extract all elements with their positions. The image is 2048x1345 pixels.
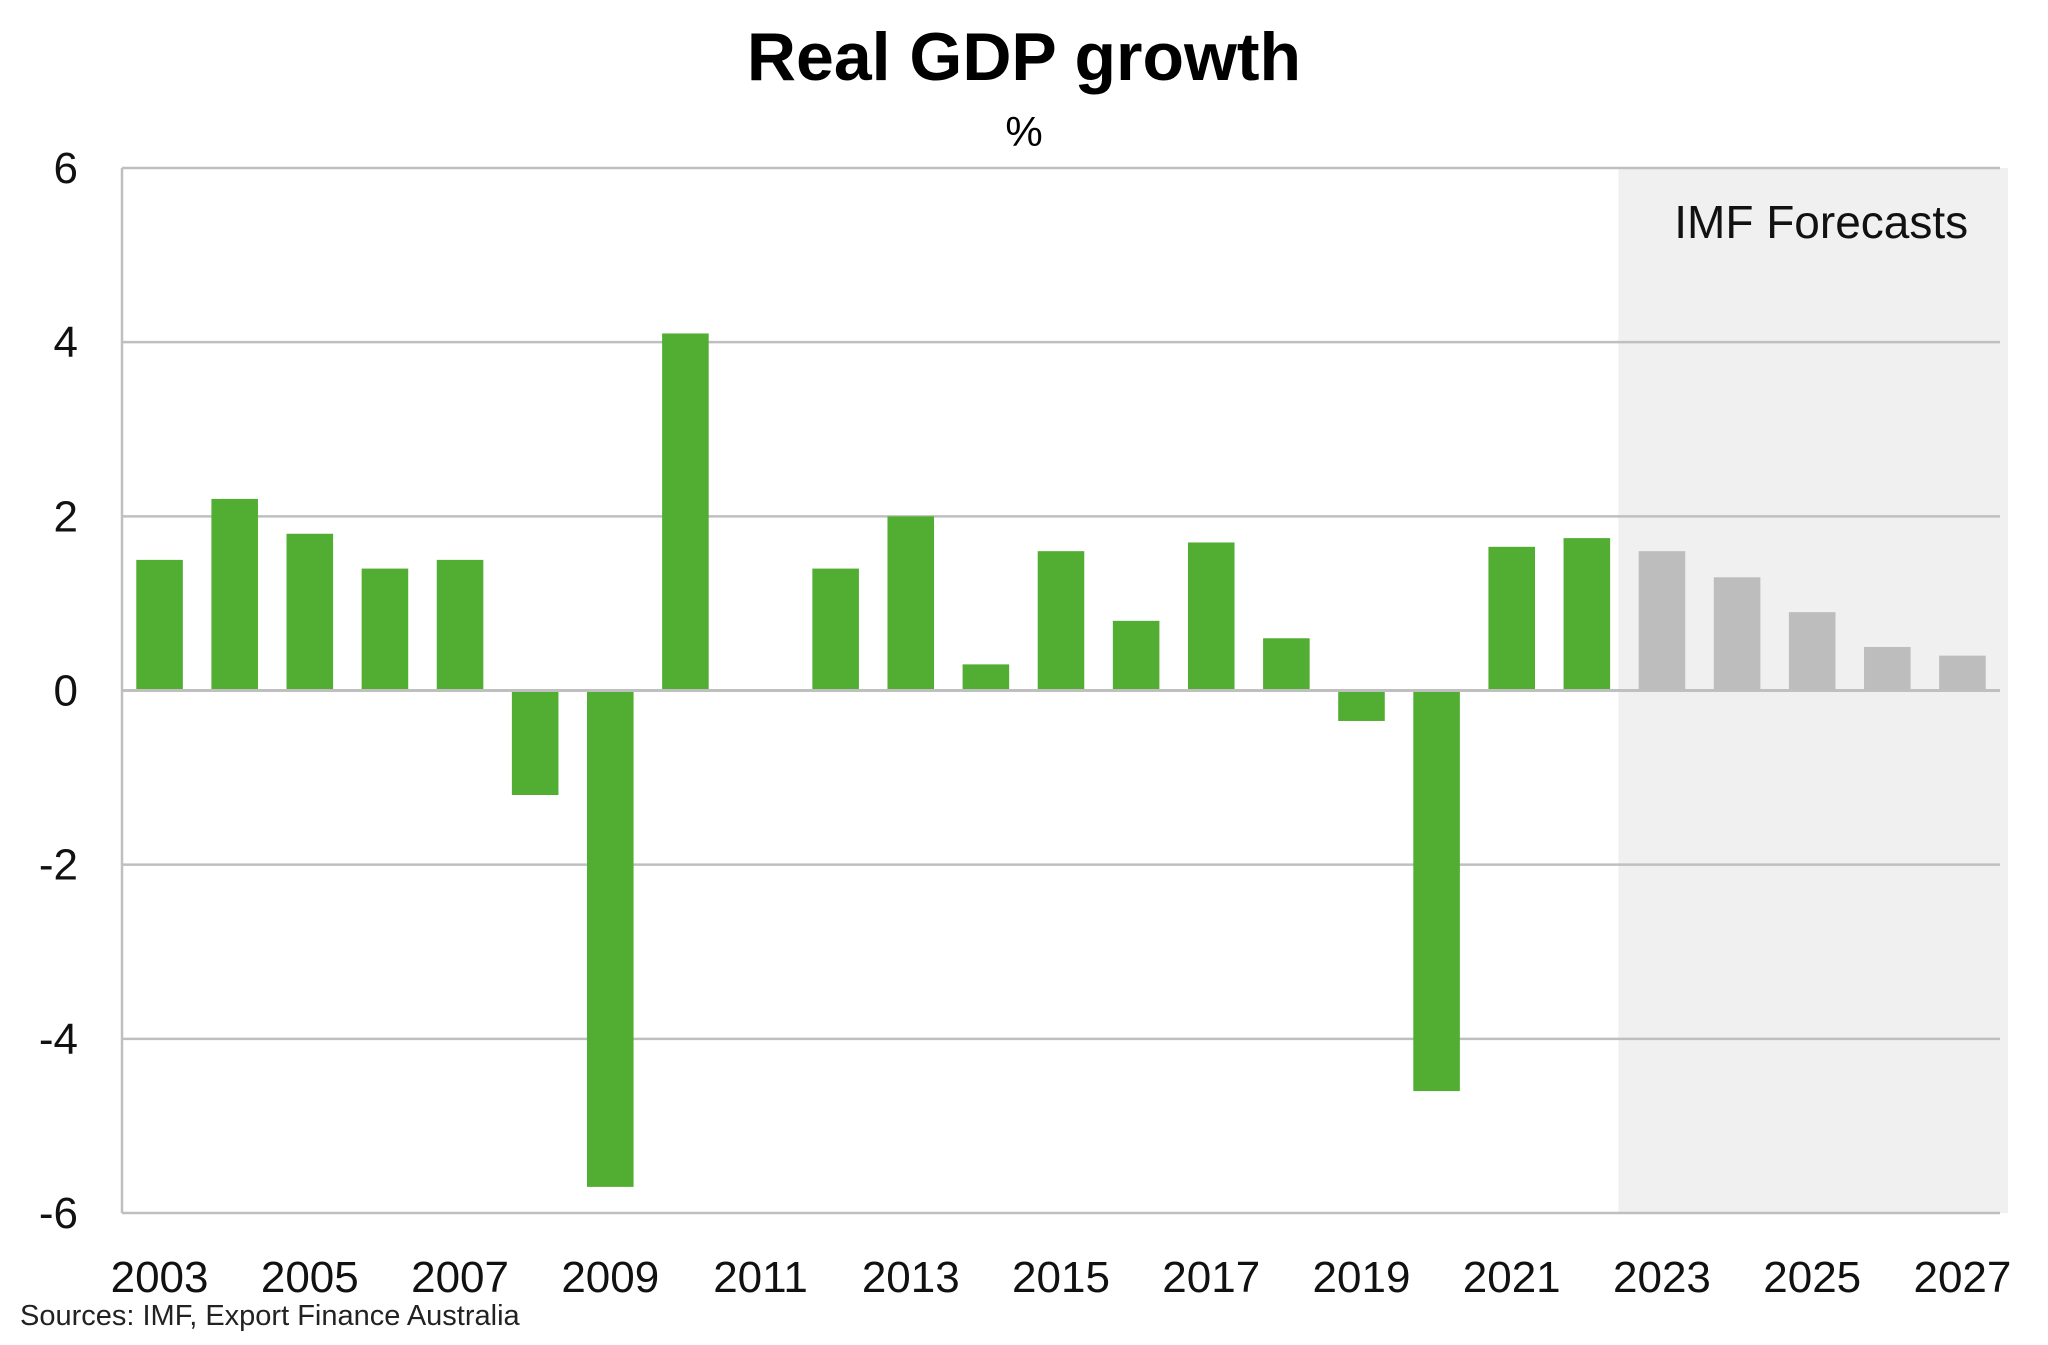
y-tick-label: 4 xyxy=(54,318,78,367)
bar-2022 xyxy=(1563,538,1611,691)
y-tick-label: 6 xyxy=(54,144,78,193)
bar-2015 xyxy=(1037,551,1085,691)
x-tick-label: 2017 xyxy=(1162,1253,1260,1302)
bar-2016 xyxy=(1112,620,1160,691)
x-tick-label: 2023 xyxy=(1613,1253,1711,1302)
forecast-label: IMF Forecasts xyxy=(1674,196,1968,248)
y-tick-label: -6 xyxy=(39,1189,78,1238)
x-axis-ticks: 2003 2005 2007 2009 2011 2013 2015 2017 2019 2021… xyxy=(111,1253,2012,1302)
bar-2003 xyxy=(136,559,183,691)
x-tick-label: 2005 xyxy=(261,1253,359,1302)
bar-2007 xyxy=(436,559,484,691)
bar-2026 xyxy=(1864,646,1911,691)
bar-2020 xyxy=(1413,690,1460,1092)
x-tick-label: 2007 xyxy=(411,1253,509,1302)
bar-2023 xyxy=(1638,551,1686,691)
bar-2012 xyxy=(812,568,859,691)
y-tick-label: -2 xyxy=(39,841,78,890)
bar-2010 xyxy=(662,333,709,691)
x-tick-label: 2011 xyxy=(713,1253,808,1302)
bar-2021 xyxy=(1488,546,1536,691)
bar-2025 xyxy=(1788,612,1836,691)
x-tick-label: 2003 xyxy=(111,1253,209,1302)
x-tick-label: 2019 xyxy=(1313,1253,1411,1302)
x-tick-label: 2025 xyxy=(1763,1253,1861,1302)
y-tick-label: 2 xyxy=(54,492,78,541)
bar-2013 xyxy=(887,516,935,691)
y-tick-label: 0 xyxy=(54,667,78,716)
bar-2009 xyxy=(586,690,634,1187)
x-tick-label: 2013 xyxy=(862,1253,960,1302)
bar-2024 xyxy=(1713,577,1761,691)
x-tick-label: 2027 xyxy=(1913,1253,2011,1302)
bar-2004 xyxy=(211,498,258,691)
bars xyxy=(136,333,1986,1187)
x-tick-label: 2009 xyxy=(561,1253,659,1302)
x-tick-label: 2015 xyxy=(1012,1253,1110,1302)
gridlines xyxy=(120,166,2000,1215)
bar-2017 xyxy=(1187,542,1235,691)
chart-subtitle: % xyxy=(1005,108,1043,155)
bar-2019 xyxy=(1338,690,1385,721)
bar-2008 xyxy=(511,690,559,795)
x-tick-label: 2021 xyxy=(1463,1253,1561,1302)
y-tick-label: -4 xyxy=(39,1015,78,1064)
chart-title: Real GDP growth xyxy=(746,19,1302,95)
source-note: Sources: IMF, Export Finance Australia xyxy=(20,1300,520,1332)
bar-2014 xyxy=(962,664,1010,691)
bar-2005 xyxy=(286,533,334,691)
bar-2006 xyxy=(361,568,409,691)
y-axis-ticks: 6 4 2 0 -2 -4 -6 xyxy=(39,144,78,1238)
bar-2018 xyxy=(1263,638,1310,691)
bar-2027 xyxy=(1939,655,1986,691)
